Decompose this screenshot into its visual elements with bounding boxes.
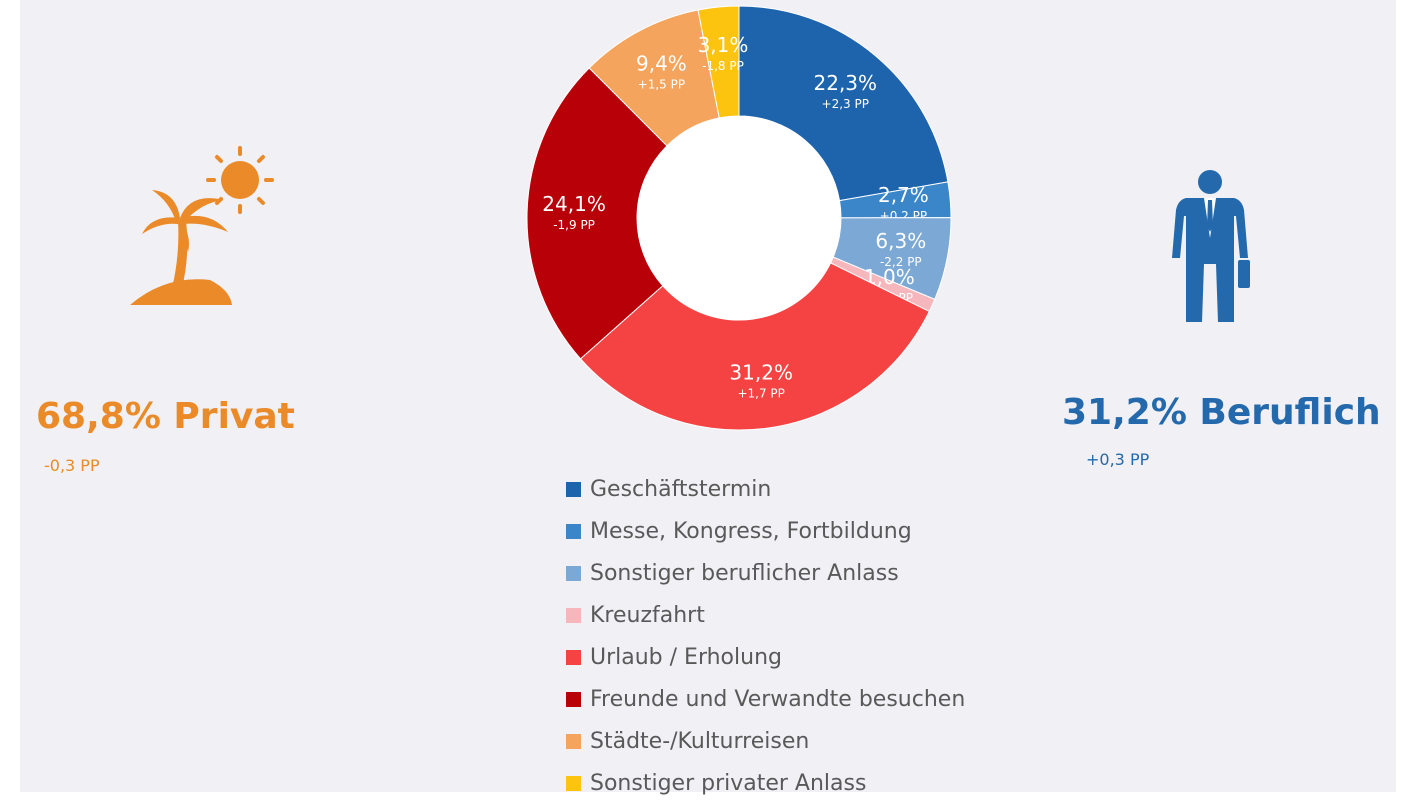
legend-item: Sonstiger beruflicher Anlass [566,552,965,594]
palm-tree-sun-icon [130,146,274,305]
segment-change-label: +1,7 PP [737,386,784,400]
legend-swatch [566,649,581,665]
legend-swatch [566,607,581,623]
private-share-change: -0,3 PP [44,456,100,475]
legend-swatch [566,691,581,707]
legend-item: Sonstiger privater Anlass [566,762,965,804]
donut-segment [738,5,949,202]
segment-value-label: 31,2% [729,360,793,384]
business-share-change: +0,3 PP [1086,450,1150,469]
segment-change-label: +2,3 PP [822,97,869,111]
legend-swatch [566,775,581,791]
legend-label: Urlaub / Erholung [590,644,782,670]
segment-value-label: 6,3% [875,229,926,253]
legend-item: Messe, Kongress, Fortbildung [566,510,965,552]
segment-change-label: +1,5 PP [638,77,685,91]
legend-swatch [566,565,581,581]
legend-label: Sonstiger beruflicher Anlass [590,560,899,586]
legend-swatch [566,481,581,497]
segment-value-label: 9,4% [636,51,687,75]
legend-label: Geschäftstermin [590,476,772,502]
business-share-title: 31,2% Beruflich [1062,392,1381,433]
segment-value-label: 2,7% [878,183,929,207]
legend-label: Messe, Kongress, Fortbildung [590,518,912,544]
legend-label: Städte-/Kulturreisen [590,728,810,754]
segment-change-label: -1,9 PP [553,218,595,232]
legend: Geschäftstermin Messe, Kongress, Fortbil… [566,468,965,804]
private-share-title: 68,8% Privat [36,396,295,437]
donut-hole [637,116,841,320]
legend-item: Kreuzfahrt [566,594,965,636]
legend-label: Sonstiger privater Anlass [590,770,867,796]
legend-swatch [566,523,581,539]
segment-value-label: 3,1% [698,33,749,57]
legend-item: Städte-/Kulturreisen [566,720,965,762]
segment-change-label: -1,8 PP [702,59,744,73]
legend-swatch [566,733,581,749]
legend-label: Kreuzfahrt [590,602,705,628]
legend-item: Freunde und Verwandte besuchen [566,678,965,720]
legend-item: Urlaub / Erholung [566,636,965,678]
segment-change-label: -2,2 PP [880,255,922,269]
legend-label: Freunde und Verwandte besuchen [590,686,966,712]
segment-value-label: 22,3% [814,71,878,95]
segment-value-label: 24,1% [542,192,606,216]
businessman-icon [1172,170,1250,322]
legend-item: Geschäftstermin [566,468,965,510]
